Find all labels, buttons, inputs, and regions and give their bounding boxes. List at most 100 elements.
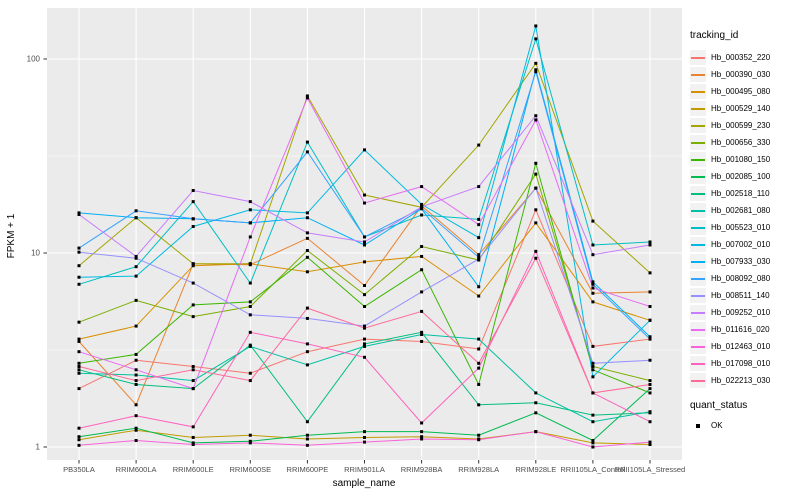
data-point (77, 337, 81, 341)
data-point (191, 364, 195, 368)
data-point (534, 249, 538, 253)
data-point (77, 443, 81, 447)
data-point (420, 309, 424, 313)
data-point (591, 253, 595, 257)
data-point (648, 443, 652, 447)
data-point (191, 281, 195, 285)
data-point (420, 290, 424, 294)
data-point (591, 441, 595, 445)
data-point (134, 324, 138, 328)
data-point (648, 318, 652, 322)
legend-key-swatch (690, 50, 706, 65)
data-point (363, 337, 366, 341)
data-point (191, 387, 195, 391)
data-point (534, 401, 538, 405)
data-point (363, 201, 366, 205)
legend-line-icon (691, 277, 705, 280)
legend-item-label: Hb_008511_140 (711, 291, 770, 300)
legend-key-swatch (690, 254, 706, 269)
legend-line-icon (691, 362, 705, 365)
data-point (477, 366, 481, 370)
data-point (305, 211, 309, 215)
legend-item-label: Hb_007933_030 (711, 257, 771, 266)
legend-key-swatch (690, 237, 706, 252)
data-point (248, 235, 252, 239)
data-point (305, 231, 309, 235)
data-point (477, 403, 481, 407)
data-point (591, 291, 595, 295)
data-point (591, 243, 595, 247)
data-point (591, 219, 595, 223)
data-point (191, 379, 195, 383)
legend-item: Hb_002085_100 (690, 168, 798, 185)
data-point (591, 391, 595, 395)
data-point (477, 347, 481, 351)
data-point (648, 335, 652, 339)
data-point (363, 430, 366, 434)
data-point (134, 265, 138, 269)
data-point (534, 24, 538, 28)
data-point (134, 254, 138, 258)
data-point (248, 439, 252, 443)
data-point (534, 172, 538, 176)
data-point (420, 437, 424, 441)
legend-key-swatch (690, 373, 706, 388)
data-point (420, 330, 424, 334)
data-point (134, 274, 138, 278)
data-point (648, 382, 652, 386)
data-point (534, 430, 538, 434)
data-point (248, 433, 252, 437)
legend-line-icon (691, 73, 705, 76)
legend-item-label: Hb_000495_080 (711, 87, 771, 96)
legend-line-icon (691, 107, 705, 110)
data-point (420, 202, 424, 206)
data-point (477, 285, 481, 289)
legend-item: Hb_000495_080 (690, 83, 798, 100)
data-point (305, 363, 309, 367)
data-point (305, 94, 309, 98)
y-axis-title: FPKM + 1 (6, 213, 17, 258)
data-point (648, 337, 652, 341)
data-point (305, 443, 309, 447)
legend-line-icon (691, 294, 705, 297)
legend-item-label: Hb_007002_010 (711, 240, 771, 249)
x-tick-label: RRII105LA_Stressed (615, 465, 685, 474)
legend-title: tracking_id (690, 30, 739, 41)
data-point (648, 290, 652, 294)
data-point (591, 445, 595, 449)
data-point (191, 200, 195, 204)
data-point (534, 256, 538, 260)
data-point (591, 364, 595, 368)
legend-item-label: Hb_000529_140 (711, 104, 771, 113)
data-point (305, 150, 309, 154)
legend-item-label: Hb_012463_010 (711, 342, 771, 351)
data-point (191, 425, 195, 429)
data-point (134, 426, 138, 430)
data-point (363, 324, 366, 328)
data-point (591, 439, 595, 443)
data-point (363, 342, 366, 346)
data-point (77, 438, 81, 442)
data-point (363, 243, 366, 247)
data-point (591, 282, 595, 286)
legend-line-icon (691, 192, 705, 195)
data-point (648, 410, 652, 414)
data-point (305, 342, 309, 346)
data-point (77, 275, 81, 279)
legend-item: Hb_000390_030 (690, 66, 798, 83)
data-point (363, 435, 366, 439)
data-point (305, 96, 309, 100)
legend-item: Hb_011616_020 (690, 321, 798, 338)
data-point (534, 208, 538, 212)
legend-key-swatch (690, 118, 706, 133)
data-point (191, 435, 195, 439)
data-point (477, 253, 481, 257)
legend-item-label: Hb_002681_080 (711, 206, 771, 215)
legend-item-label: Hb_001080_150 (711, 155, 771, 164)
legend-item-label: Hb_009252_010 (711, 308, 771, 317)
data-point (248, 304, 252, 308)
data-point (648, 391, 652, 395)
data-point (648, 387, 652, 391)
legend-item: Hb_002681_080 (690, 202, 798, 219)
legend-line-icon (691, 141, 705, 144)
